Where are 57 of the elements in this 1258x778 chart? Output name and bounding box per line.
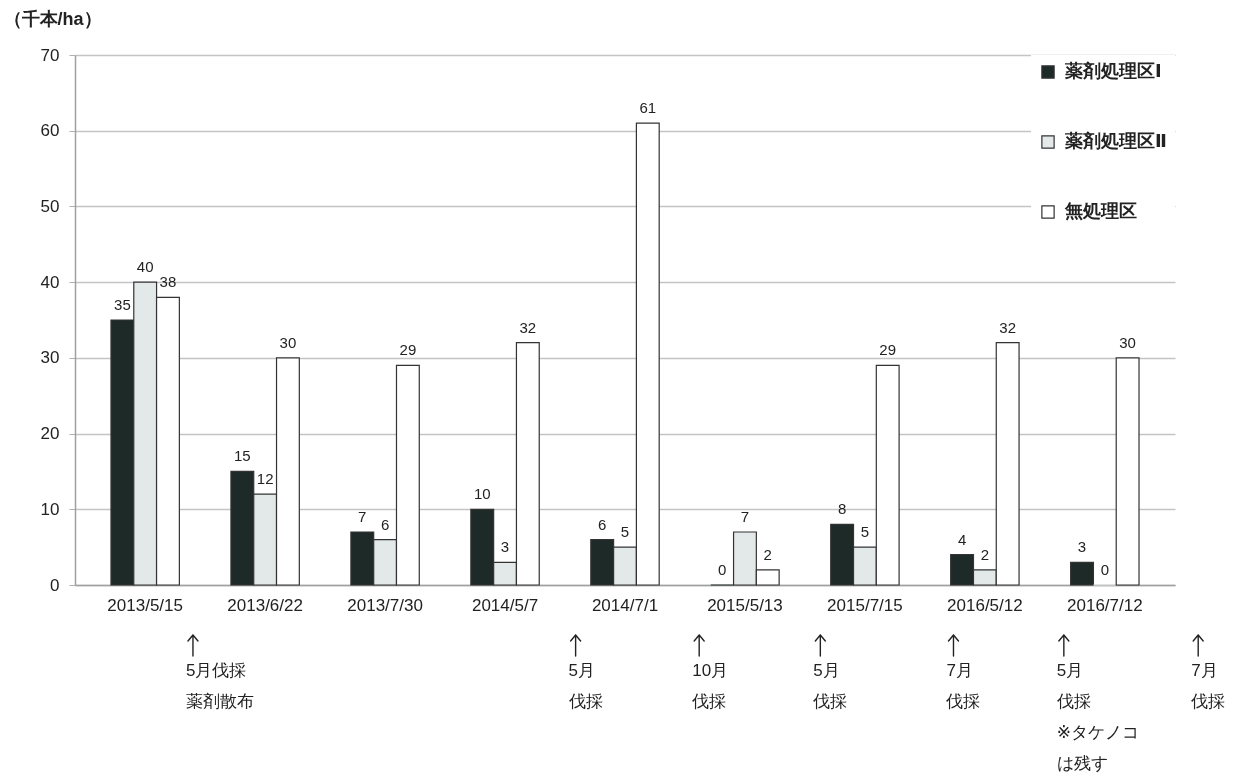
data-label: 29 — [399, 341, 417, 359]
y-tick-label: 0 — [50, 575, 60, 595]
data-label: 29 — [879, 341, 897, 359]
y-tick-label: 10 — [40, 499, 60, 519]
data-label: 35 — [114, 296, 131, 313]
data-label: 30 — [279, 333, 297, 351]
bar — [1115, 357, 1140, 586]
y-tick-label: 20 — [40, 424, 60, 444]
data-label: 2 — [980, 545, 990, 563]
data-label: 40 — [136, 258, 154, 276]
legend-label: 薬剤処理区Ⅱ — [1064, 131, 1167, 151]
data-label: 12 — [256, 470, 274, 488]
x-tick-label: 2016/5/12 — [947, 595, 1023, 615]
data-label: 0 — [717, 561, 727, 578]
y-tick-label: 50 — [40, 196, 60, 216]
y-tick-label: 30 — [40, 348, 60, 368]
data-label: 32 — [999, 318, 1016, 336]
legend-label: 無処理区 — [1064, 201, 1137, 221]
text: 10月伐採 — [692, 661, 729, 711]
data-label: 6 — [380, 515, 390, 533]
data-label: 3 — [500, 538, 510, 556]
data-label: 10 — [473, 485, 491, 503]
data-label: 8 — [837, 500, 847, 518]
y-tick-label: 40 — [40, 272, 60, 292]
data-label: 3 — [1077, 538, 1087, 556]
data-label: 6 — [598, 515, 607, 533]
data-label: 5 — [620, 523, 630, 541]
data-label: 7 — [358, 508, 367, 525]
x-tick-label: 2013/7/30 — [347, 595, 423, 615]
legend-label: 薬剤処理区Ⅰ — [1064, 61, 1162, 81]
bar — [1070, 561, 1095, 586]
data-label: 32 — [519, 318, 537, 336]
text: 7月伐採 — [946, 661, 981, 711]
data-label: 38 — [159, 273, 177, 291]
data-label: 61 — [639, 99, 657, 117]
data-label: 30 — [1119, 333, 1136, 351]
y-tick-label: 60 — [40, 121, 60, 141]
text: 5月伐採 — [813, 661, 848, 711]
data-label: 4 — [957, 530, 967, 548]
data-label: 7 — [740, 508, 750, 525]
x-tick-label: 2015/7/15 — [827, 595, 903, 615]
text: 5月伐採※タケノコは残す — [1056, 661, 1140, 773]
y-tick-label: 70 — [40, 45, 60, 65]
text: 7月伐採 — [1191, 661, 1226, 711]
x-tick-label: 2015/5/13 — [707, 595, 783, 615]
text: 5月伐採 — [568, 661, 603, 711]
text: 5月伐採薬剤散布 — [185, 661, 254, 711]
data-label: 0 — [1100, 561, 1109, 578]
x-tick-label: 2013/6/22 — [227, 595, 303, 615]
x-tick-label: 2014/5/7 — [471, 595, 539, 615]
y-axis-title: （千本/ha） — [3, 8, 102, 29]
data-label: 5 — [860, 523, 870, 541]
x-tick-label: 2014/7/1 — [591, 595, 659, 615]
data-label: 15 — [234, 447, 251, 465]
x-tick-label: 2013/5/15 — [107, 595, 183, 615]
data-label: 2 — [763, 545, 772, 563]
x-tick-label: 2016/7/12 — [1067, 595, 1143, 615]
